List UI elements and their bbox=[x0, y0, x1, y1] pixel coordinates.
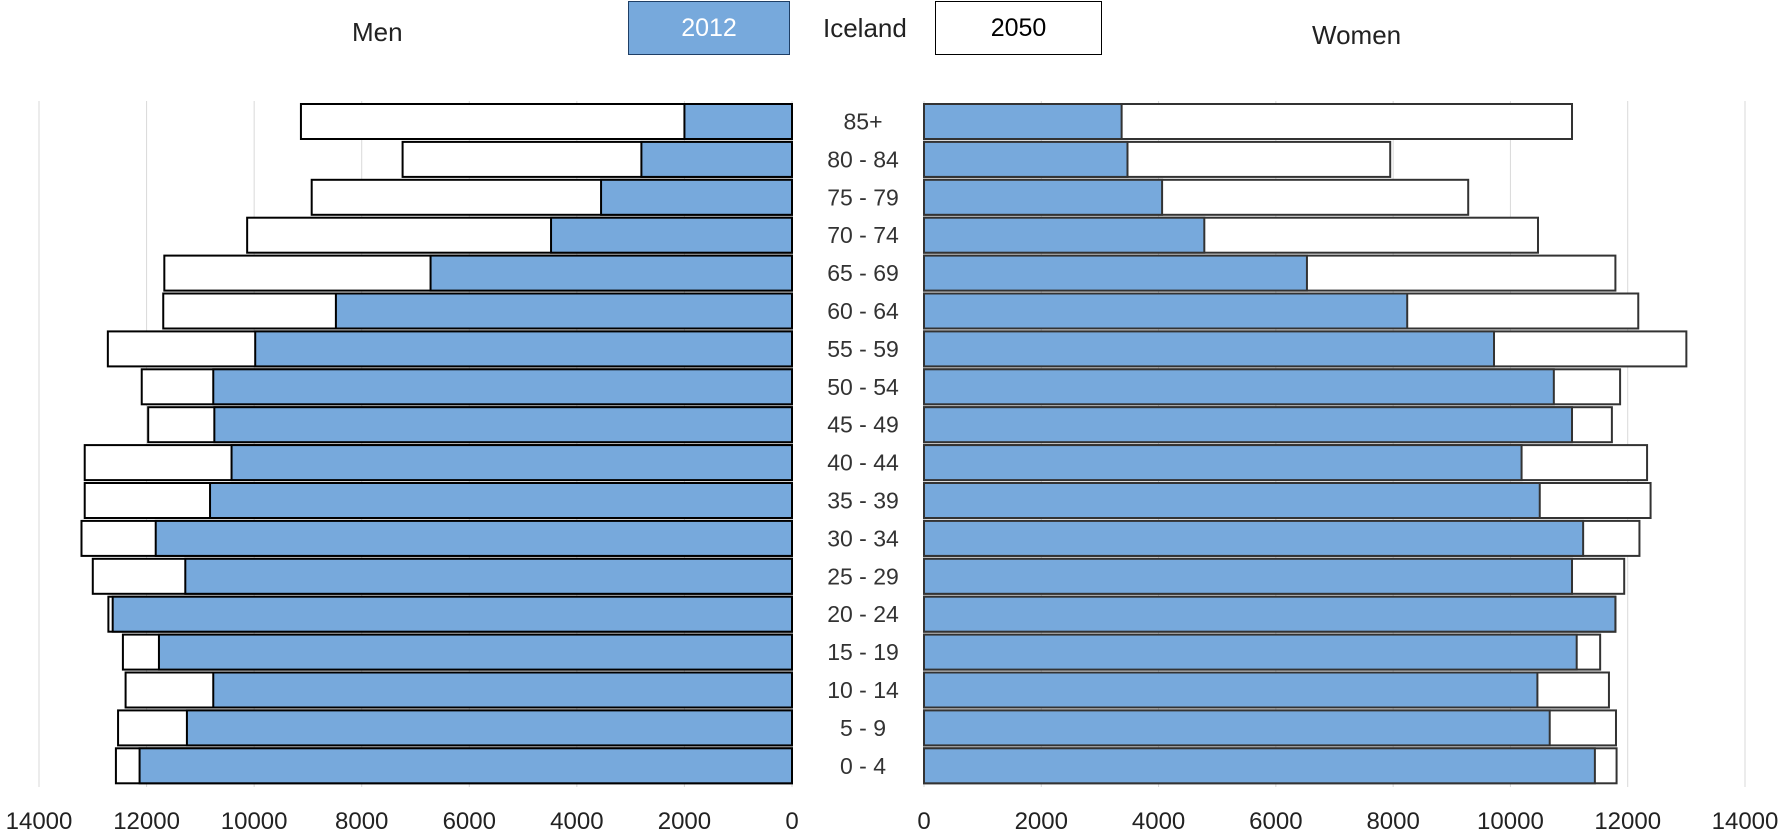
bar-men-2012 bbox=[230, 444, 793, 482]
women-label: Women bbox=[1312, 20, 1402, 50]
age-group-label: 20 - 24 bbox=[827, 601, 899, 627]
bar-men-2012 bbox=[212, 671, 794, 709]
tick-label-women: 8000 bbox=[1366, 808, 1419, 835]
age-group-label: 55 - 59 bbox=[827, 336, 899, 362]
age-group-label: 30 - 34 bbox=[827, 525, 899, 551]
age-group-label: 60 - 64 bbox=[827, 298, 899, 324]
age-group-label: 50 - 54 bbox=[827, 374, 899, 400]
age-group-label: 0 - 4 bbox=[840, 753, 886, 779]
bar-women-2012 bbox=[923, 103, 1123, 140]
tick-label-women: 14000 bbox=[1712, 808, 1779, 835]
age-group-label: 40 - 44 bbox=[827, 450, 899, 476]
bar-men-2012 bbox=[334, 292, 793, 330]
bar-men-2012 bbox=[138, 747, 793, 785]
tick-label-women: 4000 bbox=[1132, 808, 1185, 835]
age-group-label: 35 - 39 bbox=[827, 488, 899, 514]
tick-label-men: 4000 bbox=[550, 808, 603, 835]
tick-label-men: 6000 bbox=[443, 808, 496, 835]
age-group-label: 5 - 9 bbox=[840, 715, 886, 741]
bar-men-2012 bbox=[429, 254, 793, 292]
age-group-label: 70 - 74 bbox=[827, 222, 899, 248]
bar-men-2012 bbox=[640, 140, 794, 178]
bar-women-2012 bbox=[923, 519, 1585, 557]
age-group-label: 25 - 29 bbox=[827, 563, 899, 589]
age-group-label: 80 - 84 bbox=[827, 146, 899, 172]
bar-women-2012 bbox=[923, 747, 1596, 785]
bar-men-2012 bbox=[185, 709, 794, 747]
bar-men-2012 bbox=[111, 595, 794, 633]
tick-label-men: 0 bbox=[785, 808, 798, 835]
tick-label-women: 6000 bbox=[1249, 808, 1302, 835]
bar-men-2012 bbox=[184, 557, 794, 595]
bar-men-2012 bbox=[683, 103, 794, 140]
tick-label-men: 2000 bbox=[658, 808, 711, 835]
bar-women-2012 bbox=[923, 178, 1164, 216]
tick-label-women: 0 bbox=[917, 808, 930, 835]
bar-women-2012 bbox=[923, 368, 1555, 406]
legend-2012: 2012 bbox=[628, 1, 790, 55]
age-group-label: 85+ bbox=[843, 109, 882, 135]
legend-2050-label: 2050 bbox=[990, 13, 1047, 42]
legend-2012-label: 2012 bbox=[681, 13, 737, 42]
age-group-label: 75 - 79 bbox=[827, 184, 899, 210]
bar-women-2012 bbox=[923, 595, 1617, 633]
bar-women-2012 bbox=[923, 444, 1523, 482]
tick-label-women: 2000 bbox=[1015, 808, 1068, 835]
bar-men-2012 bbox=[213, 406, 793, 444]
tick-label-men: 14000 bbox=[6, 808, 73, 835]
bar-women-2012 bbox=[923, 482, 1541, 519]
bar-women-2012 bbox=[923, 709, 1551, 747]
bar-women-2012 bbox=[923, 557, 1574, 595]
bar-men-2012 bbox=[550, 216, 793, 254]
bar-women-2012 bbox=[923, 633, 1578, 671]
men-label: Men bbox=[352, 17, 403, 47]
bar-men-2012 bbox=[154, 519, 793, 557]
chart-title: Iceland bbox=[823, 13, 907, 43]
bar-women-2012 bbox=[923, 406, 1574, 444]
bar-women-2012 bbox=[923, 292, 1409, 330]
tick-label-women: 10000 bbox=[1477, 808, 1544, 835]
bar-men-2012 bbox=[157, 633, 793, 671]
age-group-label: 65 - 69 bbox=[827, 260, 899, 286]
bar-women-2012 bbox=[923, 140, 1129, 178]
age-group-label: 45 - 49 bbox=[827, 412, 899, 438]
tick-label-men: 8000 bbox=[335, 808, 388, 835]
tick-label-women: 12000 bbox=[1594, 808, 1661, 835]
bar-women-2012 bbox=[923, 671, 1539, 709]
bar-men-2012 bbox=[254, 330, 793, 368]
legend-2050: 2050 bbox=[935, 1, 1102, 55]
age-group-label: 10 - 14 bbox=[827, 677, 899, 703]
tick-label-men: 10000 bbox=[221, 808, 288, 835]
bar-men-2012 bbox=[600, 178, 794, 216]
bar-women-2012 bbox=[923, 330, 1496, 368]
age-group-label: 15 - 19 bbox=[827, 639, 899, 665]
bar-men-2012 bbox=[209, 482, 793, 519]
bar-men-2012 bbox=[212, 368, 794, 406]
bar-women-2012 bbox=[923, 216, 1206, 254]
tick-label-men: 12000 bbox=[113, 808, 180, 835]
bar-women-2012 bbox=[923, 254, 1308, 292]
